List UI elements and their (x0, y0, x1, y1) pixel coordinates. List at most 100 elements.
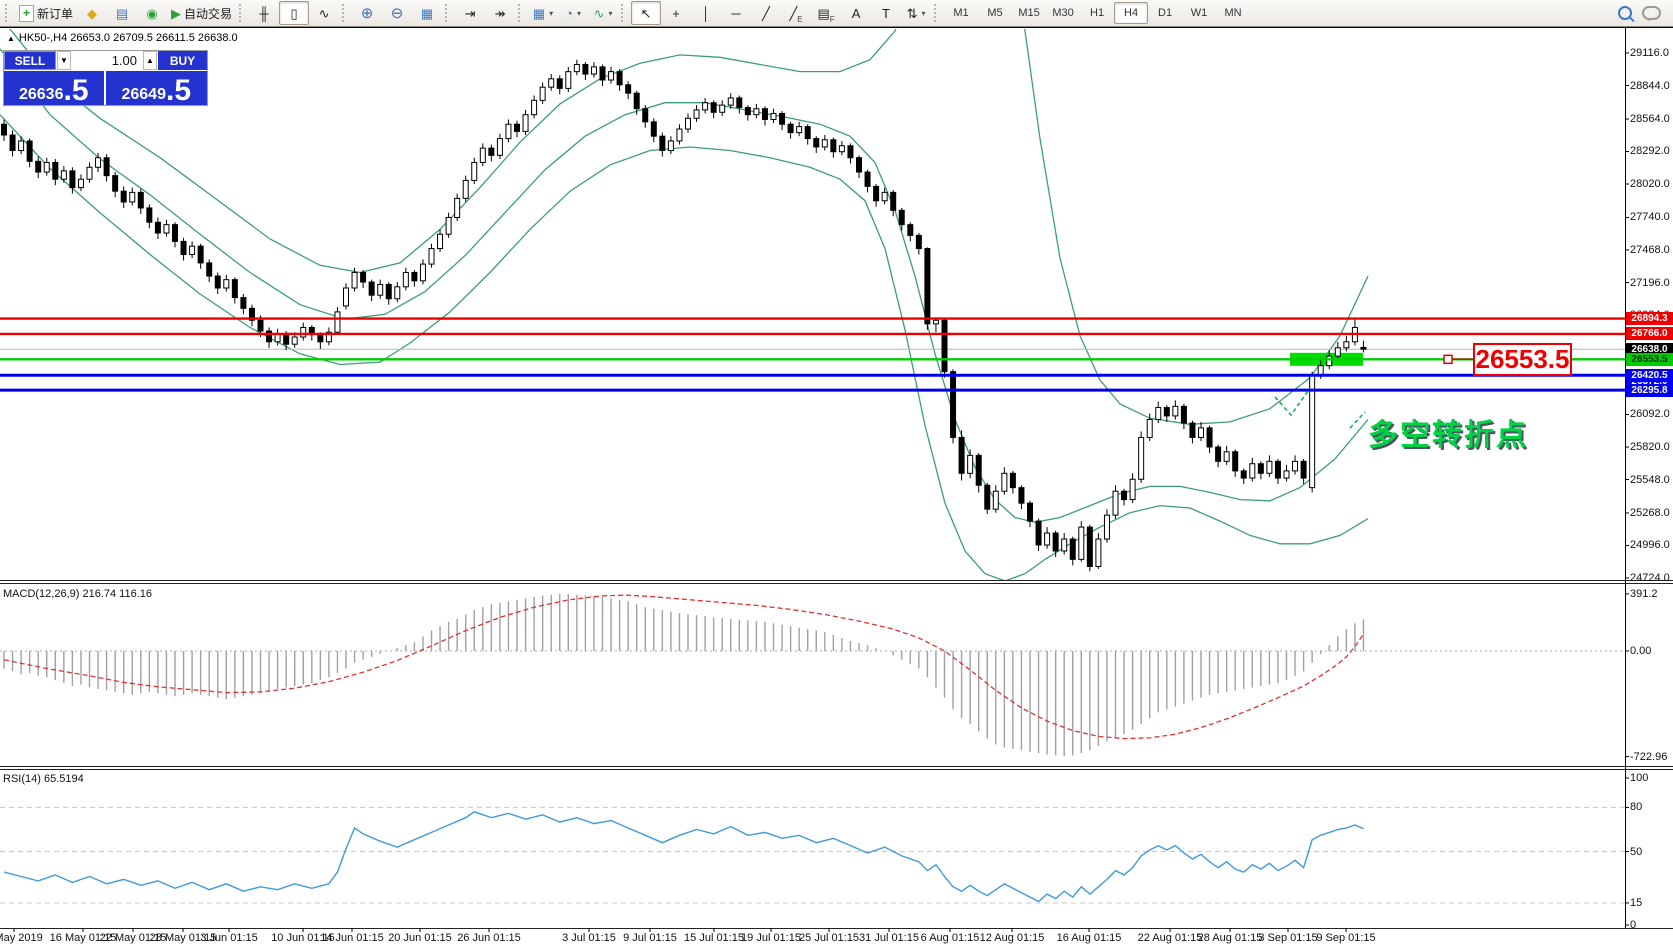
macd-axis-tick: -722.96 (1630, 750, 1668, 763)
price-axis-tick: 25268.0 (1630, 506, 1670, 519)
horizontal-line-button[interactable]: ─ (721, 1, 751, 25)
timeframe-m15-button[interactable]: M15 (1018, 7, 1040, 19)
volume-decrease-button[interactable]: ▼ (57, 51, 71, 70)
chart-window-icon: ▤ (115, 5, 129, 21)
date-axis-label[interactable]: 14 Jun 01:15 (320, 932, 384, 944)
profiles-dropdown[interactable]: ◔ ▾ (558, 1, 588, 25)
sell-button[interactable]: SELL (4, 51, 57, 70)
date-axis-label[interactable]: 28 May 01:15 (149, 932, 217, 944)
trendline-annotation[interactable] (1349, 411, 1366, 429)
price-axis-tick: 27468.0 (1630, 243, 1670, 256)
new-chart-icon: ▦ (532, 5, 546, 21)
vertical-line-button[interactable]: │ (691, 1, 721, 25)
timeframe-d1-button[interactable]: D1 (1158, 7, 1173, 19)
date-axis-label[interactable]: 19 Jul 01:15 (741, 932, 801, 944)
new-order-button-label: 新订单 (37, 6, 74, 21)
text-label-button[interactable]: T (871, 1, 901, 25)
date-axis-label[interactable]: 28 Aug 01:15 (1197, 932, 1263, 944)
autotrading-button-label: 自动交易 (184, 6, 233, 21)
trendline-button[interactable]: ╱ (751, 1, 781, 25)
volume-increase-button[interactable]: ▲ (143, 51, 157, 70)
candlesticks (1, 59, 1367, 572)
line-chart-button[interactable]: ∿ (309, 1, 339, 25)
timeframe-w1-button[interactable]: W1 (1190, 7, 1208, 19)
volume-input[interactable]: 1.00 (71, 51, 143, 70)
channel-icon: ╱ (789, 5, 798, 21)
new-order-button[interactable]: + 新订单 (15, 1, 77, 25)
date-axis-label[interactable]: 31 Jul 01:15 (859, 932, 919, 944)
tile-windows-button[interactable]: ▦ (412, 1, 442, 25)
zoom-in-button[interactable]: ⊕ (352, 1, 382, 25)
crosshair-button[interactable]: + (661, 1, 691, 25)
macd-signal-line (3, 594, 1365, 740)
text-button[interactable]: A (841, 1, 871, 25)
price-callout-box[interactable]: 26553.5 (1473, 343, 1572, 376)
signals-button[interactable]: ◉ (137, 1, 167, 25)
timeframe-m5-button[interactable]: M5 (987, 7, 1003, 19)
arrows-dropdown[interactable]: ⇅ ▾ (901, 1, 931, 25)
date-axis-label[interactable]: 9 May 2019 (0, 932, 43, 944)
rsi-panel[interactable] (0, 806, 1625, 904)
chevron-down-icon: ▾ (549, 8, 554, 18)
bid-price[interactable]: 26636 .5 (4, 71, 106, 105)
timeframe-mn-button[interactable]: MN (1224, 7, 1242, 19)
toolbar: + 新订单 ◆ ▤ ◉ ▶ 自动交易 ╫ ▯ ∿ ⊕ ⊖ ▦ ⇥ ↠ ▦ ▾ ◔ ▾ ∿ ▾ ↖ + │ ─ ╱ ╱ E ▤ F A T ⇅ ▾ M… (0, 0, 1673, 27)
date-axis-label[interactable]: 3 Jul 01:15 (562, 932, 616, 944)
date-axis-label[interactable]: 9 Sep 01:15 (1316, 932, 1376, 944)
timeframe-h4-button[interactable]: H4 (1114, 2, 1149, 24)
date-axis-label[interactable]: 20 Jun 01:15 (388, 932, 452, 944)
date-axis-label[interactable]: 3 Jun 01:15 (200, 932, 258, 944)
chart-window-button[interactable]: ▤ (107, 1, 137, 25)
date-axis-label[interactable]: 26 Jun 01:15 (457, 932, 521, 944)
bar-chart-button[interactable]: ╫ (249, 1, 279, 25)
bollinger-upper-band (9, 29, 1369, 425)
bar-chart-icon: ╫ (259, 5, 269, 21)
timeframe-m1-button[interactable]: M1 (953, 7, 969, 19)
ask-price[interactable]: 26649 .5 (105, 71, 207, 105)
date-axis-label[interactable]: 3 Sep 01:15 (1258, 932, 1318, 944)
clock-icon: ◔ (565, 5, 573, 21)
callout-anchor-marker[interactable] (1443, 354, 1453, 365)
autotrading-button[interactable]: ▶ 自动交易 (167, 1, 236, 25)
collapse-triangle-icon[interactable]: ▲ (7, 33, 15, 43)
fibonacci-button[interactable]: ▤ F (811, 1, 841, 25)
chevron-down-icon: ▾ (576, 8, 581, 18)
price-axis-tick: 28020.0 (1630, 178, 1670, 190)
date-axis-label[interactable]: 15 Jul 01:15 (684, 932, 744, 944)
timeframe-m30-button[interactable]: M30 (1052, 7, 1074, 19)
one-click-trading-panel: SELL ▼ 1.00 ▲ BUY 26636 .5 26649 .5 (3, 50, 208, 106)
date-axis-label[interactable]: 16 May 01:15 (49, 932, 117, 944)
date-axis-label[interactable]: 22 Aug 01:15 (1137, 932, 1203, 944)
timeframe-h1-button[interactable]: H1 (1090, 7, 1105, 19)
trendline-annotation[interactable] (1274, 390, 1309, 417)
turning-point-annotation[interactable]: 多空转折点 (1368, 419, 1528, 452)
date-axis-label[interactable]: 16 Aug 01:15 (1056, 932, 1122, 944)
main-price-panel[interactable] (0, 0, 1625, 581)
cursor-button[interactable]: ↖ (631, 1, 662, 25)
date-axis-label[interactable]: 25 Jul 01:15 (799, 932, 859, 944)
bollinger-middle-band (0, 48, 1369, 523)
arrows-icon: ⇅ (906, 5, 918, 21)
rsi-axis-tick: 0 (1630, 919, 1637, 931)
zoom-out-icon: ⊖ (390, 4, 404, 22)
tile-windows-icon: ▦ (420, 5, 434, 21)
date-axis-label[interactable]: 12 Aug 01:15 (979, 932, 1045, 944)
search-icon[interactable] (1618, 6, 1632, 20)
chart-shift-button[interactable]: ⇥ (455, 1, 485, 25)
macd-panel[interactable] (0, 594, 1625, 757)
date-axis-label[interactable]: 6 Aug 01:15 (920, 932, 980, 944)
equidistant-channel-button[interactable]: ╱ E (781, 1, 811, 25)
highlighter-button[interactable]: ◆ (77, 1, 107, 25)
date-axis-label[interactable]: 10 Jun 01:15 (271, 932, 335, 944)
candlestick-button[interactable]: ▯ (279, 1, 310, 25)
auto-scroll-button[interactable]: ↠ (485, 1, 515, 25)
zoom-out-button[interactable]: ⊖ (382, 1, 412, 25)
buy-button[interactable]: BUY (157, 51, 207, 70)
price-axis-tick: 26092.0 (1630, 408, 1670, 421)
new-chart-dropdown[interactable]: ▦ ▾ (528, 1, 558, 25)
date-axis-label[interactable]: 22 May 01:15 (99, 932, 167, 944)
indicators-dropdown[interactable]: ∿ ▾ (588, 1, 618, 25)
date-axis-label[interactable]: 9 Jul 01:15 (623, 932, 677, 944)
chat-icon[interactable] (1642, 6, 1661, 21)
